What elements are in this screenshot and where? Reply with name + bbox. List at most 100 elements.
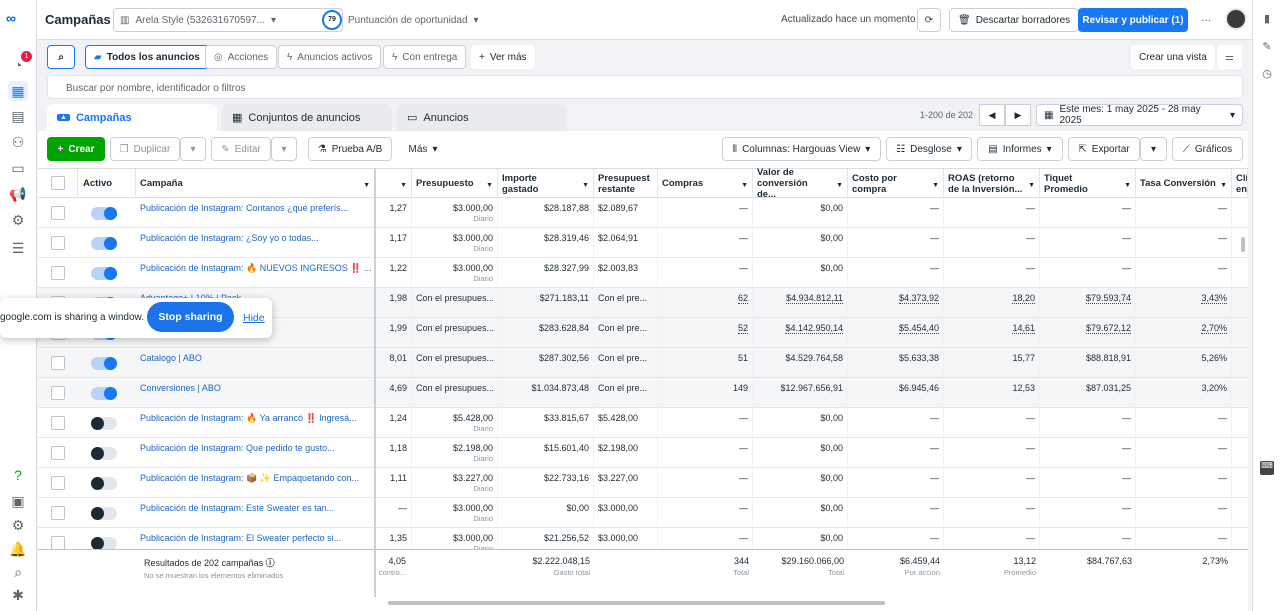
create-button[interactable]: + Crear bbox=[47, 137, 105, 161]
table-row[interactable]: Conversiones | ABO 4,69 Con el presupues..… bbox=[38, 378, 1248, 408]
tab-campaigns[interactable]: ▲ Campañas bbox=[47, 104, 217, 131]
notifications-icon[interactable]: ◔ 1 bbox=[8, 51, 32, 75]
header-purchases[interactable]: Compras ▼ bbox=[658, 169, 753, 198]
header-remaining[interactable]: Presupuest restante bbox=[594, 169, 658, 198]
bell-icon[interactable]: 🔔 bbox=[9, 540, 27, 557]
campaign-name[interactable]: Conversiones | ABO bbox=[136, 378, 376, 407]
active-toggle[interactable] bbox=[91, 387, 117, 400]
header-budget[interactable]: Presupuesto ▼ bbox=[412, 169, 498, 198]
reports-button[interactable]: ▤ Informes ▾ bbox=[977, 137, 1063, 161]
ab-test-button[interactable]: ⚗ Prueba A/B bbox=[308, 137, 392, 161]
active-toggle[interactable] bbox=[91, 507, 117, 520]
campaign-name[interactable]: Publicación de Instagram: Este Sweater e… bbox=[136, 498, 376, 527]
table-row[interactable]: Publicación de Instagram: Que pedido te … bbox=[38, 438, 1248, 468]
filter-with-delivery[interactable]: ϟ Con entrega bbox=[383, 45, 467, 69]
row-checkbox[interactable] bbox=[51, 356, 65, 370]
menu-icon[interactable]: ☰ bbox=[11, 239, 25, 256]
row-checkbox[interactable] bbox=[51, 446, 65, 460]
events-icon[interactable]: ⚙ bbox=[11, 211, 25, 228]
date-range-picker[interactable]: ▦ Este mes: 1 may 2025 - 28 may 2025 ▾ bbox=[1036, 104, 1243, 126]
export-dropdown[interactable]: ▾ bbox=[1140, 137, 1167, 161]
filter-actions[interactable]: ◎ Acciones bbox=[205, 45, 278, 69]
row-checkbox[interactable] bbox=[51, 206, 65, 220]
row-checkbox[interactable] bbox=[51, 266, 65, 280]
select-all-checkbox[interactable] bbox=[51, 176, 65, 190]
stop-sharing-button[interactable]: Stop sharing bbox=[147, 302, 234, 332]
header-spent[interactable]: Importe gastado ▼ bbox=[498, 169, 594, 198]
table-row[interactable]: Publicación de Instagram: 🔥 NUEVOS INGRE… bbox=[38, 258, 1248, 288]
header-conversion-value[interactable]: Valor de conversión de... ▼ bbox=[753, 167, 848, 200]
table-row[interactable]: Publicación de Instagram: 🔥 Ya arrancó ‼… bbox=[38, 408, 1248, 438]
campaign-name[interactable]: Publicación de Instagram: Contanos ¿qué … bbox=[136, 198, 376, 227]
active-toggle[interactable] bbox=[91, 357, 117, 370]
duplicate-button[interactable]: ❐ Duplicar bbox=[110, 137, 180, 161]
next-page-button[interactable]: ▶ bbox=[1005, 104, 1031, 126]
row-checkbox[interactable] bbox=[51, 506, 65, 520]
header-ticket[interactable]: Tiquet Promedio ▼ bbox=[1040, 169, 1136, 198]
header-campaign[interactable]: Campaña ▼ bbox=[136, 169, 375, 198]
refresh-button[interactable]: ⟳ bbox=[917, 8, 941, 32]
filter-all-ads[interactable]: ▰ Todos los anuncios bbox=[85, 45, 209, 69]
export-button[interactable]: ⇱ Exportar bbox=[1068, 137, 1140, 161]
breakdown-button[interactable]: ☷ Desglose ▾ bbox=[886, 137, 972, 161]
help-icon[interactable]: ? bbox=[14, 467, 22, 483]
columns-button[interactable]: ⦀ Columnas: Hargouas View ▾ bbox=[722, 137, 881, 161]
campaigns-table-icon[interactable]: ▦ bbox=[8, 81, 28, 101]
hide-link[interactable]: Hide bbox=[243, 312, 265, 324]
info-icon[interactable]: ⓘ bbox=[265, 558, 275, 568]
see-more-button[interactable]: + Ver más bbox=[471, 45, 535, 69]
active-toggle[interactable] bbox=[91, 477, 117, 490]
campaign-name[interactable]: Publicación de Instagram: 🔥 NUEVOS INGRE… bbox=[136, 258, 376, 287]
table-row[interactable]: Publicación de Instagram: Contanos ¿qué … bbox=[38, 198, 1248, 228]
header-extra[interactable]: Cli en bbox=[1232, 169, 1248, 198]
header-cost-per-purchase[interactable]: Costo por compra ▼ bbox=[848, 169, 944, 198]
edit-dropdown[interactable]: ▾ bbox=[271, 137, 297, 161]
keyboard-icon[interactable]: ⌨ bbox=[1260, 461, 1274, 475]
tab-ads[interactable]: ▭ Anuncios bbox=[397, 104, 567, 131]
row-checkbox[interactable] bbox=[51, 536, 65, 550]
create-view-button[interactable]: Crear una vista bbox=[1131, 45, 1215, 69]
avatar[interactable] bbox=[1225, 8, 1247, 30]
account-selector[interactable]: ▥ Arela Style (532631670597... ▾ bbox=[113, 8, 343, 32]
row-checkbox[interactable] bbox=[51, 416, 65, 430]
active-toggle[interactable] bbox=[91, 207, 117, 220]
more-button[interactable]: Más ▾ bbox=[400, 137, 446, 161]
campaign-name[interactable]: Publicación de Instagram: Que pedido te … bbox=[136, 438, 376, 467]
row-checkbox[interactable] bbox=[51, 476, 65, 490]
search-input[interactable]: Buscar por nombre, identificador o filtr… bbox=[47, 75, 1243, 99]
audiences-icon[interactable]: ⚇ bbox=[11, 133, 25, 150]
review-publish-button[interactable]: Revisar y publicar (1) bbox=[1078, 8, 1188, 32]
search-icon[interactable]: ⌕ bbox=[14, 563, 22, 580]
edit-button[interactable]: ✎ Editar bbox=[211, 137, 271, 161]
prev-page-button[interactable]: ◀ bbox=[979, 104, 1005, 126]
campaign-name[interactable]: Catalogo | ABO bbox=[136, 348, 376, 377]
active-toggle[interactable] bbox=[91, 237, 117, 250]
row-checkbox[interactable] bbox=[51, 236, 65, 250]
reports-icon[interactable]: ▤ bbox=[11, 107, 25, 124]
meta-logo-icon[interactable]: ∞ bbox=[6, 10, 16, 26]
table-row[interactable]: Publicación de Instagram: 📦 ✨ Empaquetan… bbox=[38, 468, 1248, 498]
active-toggle[interactable] bbox=[91, 537, 117, 550]
campaign-name[interactable]: Publicación de Instagram: ¿Soy yo o toda… bbox=[136, 228, 376, 257]
table-row[interactable]: Publicación de Instagram: Este Sweater e… bbox=[38, 498, 1248, 528]
active-toggle[interactable] bbox=[91, 267, 117, 280]
more-options-button[interactable]: ··· bbox=[1195, 8, 1217, 32]
settings-icon[interactable]: ⚙ bbox=[11, 516, 25, 533]
news-icon[interactable]: ▣ bbox=[11, 492, 25, 509]
vertical-scrollbar[interactable] bbox=[1241, 237, 1245, 252]
opportunity-score[interactable]: 79 Puntuación de oportunidad ▾ bbox=[322, 10, 479, 30]
pencil-icon[interactable]: ✎ bbox=[1262, 41, 1272, 53]
history-icon[interactable]: ◷ bbox=[1262, 68, 1272, 80]
campaign-name[interactable]: Publicación de Instagram: 📦 ✨ Empaquetan… bbox=[136, 468, 376, 497]
bug-icon[interactable]: ✱ bbox=[12, 586, 24, 603]
table-row[interactable]: Catalogo | ABO 8,01 Con el presupues... $28… bbox=[38, 348, 1248, 378]
duplicate-dropdown[interactable]: ▾ bbox=[180, 137, 206, 161]
charts-button[interactable]: ⟋ Gráficos bbox=[1172, 137, 1243, 161]
search-button[interactable]: ⌕ bbox=[47, 45, 75, 69]
row-checkbox[interactable] bbox=[51, 386, 65, 400]
header-roas[interactable]: ROAS (retorno de la Inversión... ▼ bbox=[944, 169, 1040, 198]
header-active[interactable]: Activo bbox=[78, 169, 136, 198]
header-conversion-rate[interactable]: Tasa Conversión ▼ bbox=[1136, 169, 1232, 198]
billing-icon[interactable]: ▭ bbox=[11, 159, 25, 176]
megaphone-icon[interactable]: 📢 bbox=[9, 185, 27, 202]
